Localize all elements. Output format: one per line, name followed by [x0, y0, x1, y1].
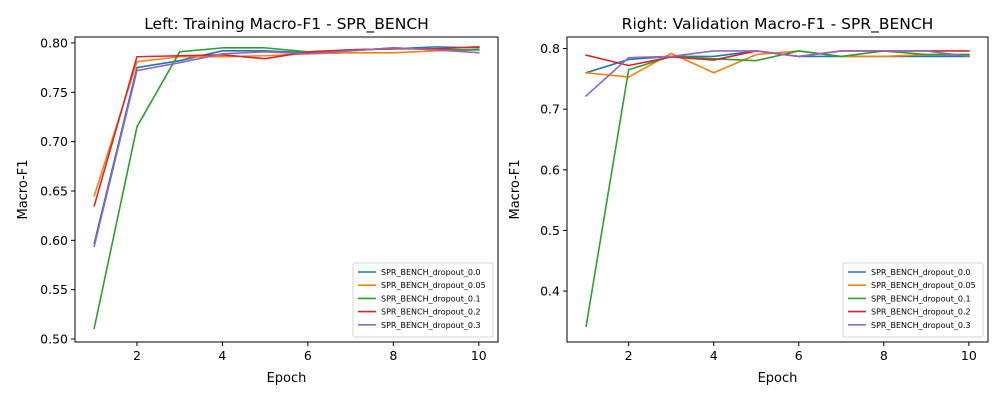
y-tick-label: 0.60 — [40, 233, 68, 248]
legend-entry: SPR_BENCH_dropout_0.1 — [381, 294, 481, 303]
series-line-spr-bench-dropout-0-3 — [585, 50, 970, 97]
x-tick-label: 8 — [880, 348, 888, 363]
right-chart-title: Right: Validation Macro-F1 - SPR_BENCH — [622, 15, 934, 34]
y-tick-label: 0.7 — [540, 102, 560, 117]
y-tick-label: 0.50 — [40, 332, 68, 347]
validation-macro-f1-chart: Right: Validation Macro-F1 - SPR_BENCH 2 4… — [508, 15, 989, 386]
x-tick-label: 2 — [625, 348, 633, 363]
y-tick-label: 0.4 — [540, 284, 560, 299]
x-tick-label: 2 — [133, 348, 141, 363]
legend: SPR_BENCH_dropout_0.0 SPR_BENCH_dropout_0… — [352, 262, 494, 338]
legend-entry: SPR_BENCH_dropout_0.0 — [871, 268, 971, 277]
y-tick-label: 0.65 — [40, 183, 68, 198]
legend: SPR_BENCH_dropout_0.0 SPR_BENCH_dropout_0… — [842, 262, 984, 338]
x-tick-label: 10 — [961, 348, 977, 363]
training-macro-f1-chart: Left: Training Macro-F1 - SPR_BENCH 2 4 6 8 1… — [16, 15, 499, 386]
y-tick-label: 0.5 — [540, 223, 560, 238]
legend-frame — [352, 262, 494, 338]
series-line-spr-bench-dropout-0-3 — [93, 47, 480, 248]
y-tick-label: 0.6 — [540, 162, 560, 177]
x-tick-label: 8 — [389, 348, 397, 363]
x-tick-label: 6 — [795, 348, 803, 363]
plot-area-frame — [74, 36, 499, 343]
legend-entry: SPR_BENCH_dropout_0.05 — [871, 281, 976, 290]
x-axis-label: Epoch — [758, 371, 798, 386]
legend-entry: SPR_BENCH_dropout_0.1 — [871, 294, 971, 303]
x-tick-label: 6 — [304, 348, 312, 363]
y-tick-label: 0.75 — [40, 85, 68, 100]
plot-area-frame — [566, 36, 989, 343]
y-axis-label: Macro-F1 — [508, 159, 523, 219]
legend-frame — [842, 262, 984, 338]
y-tick-label: 0.80 — [40, 35, 68, 50]
x-tick-label: 10 — [471, 348, 487, 363]
series-line-spr-bench-dropout-0-05 — [585, 50, 970, 78]
legend-entry: SPR_BENCH_dropout_0.05 — [381, 281, 486, 290]
x-tick-label: 4 — [710, 348, 718, 363]
series-line-spr-bench-dropout-0-1 — [585, 50, 970, 328]
legend-entry: SPR_BENCH_dropout_0.2 — [871, 308, 971, 317]
y-tick-label: 0.55 — [40, 282, 68, 297]
left-chart-title: Left: Training Macro-F1 - SPR_BENCH — [144, 15, 429, 34]
y-tick-label: 0.70 — [40, 134, 68, 149]
legend-entry: SPR_BENCH_dropout_0.3 — [871, 321, 971, 330]
legend-entry: SPR_BENCH_dropout_0.2 — [381, 308, 481, 317]
series-line-spr-bench-dropout-0-0 — [93, 46, 480, 245]
y-axis-label: Macro-F1 — [16, 159, 31, 219]
x-tick-label: 4 — [218, 348, 226, 363]
x-axis-label: Epoch — [267, 371, 307, 386]
y-tick-label: 0.8 — [540, 41, 560, 56]
legend-entry: SPR_BENCH_dropout_0.3 — [381, 321, 481, 330]
legend-entry: SPR_BENCH_dropout_0.0 — [381, 268, 481, 277]
